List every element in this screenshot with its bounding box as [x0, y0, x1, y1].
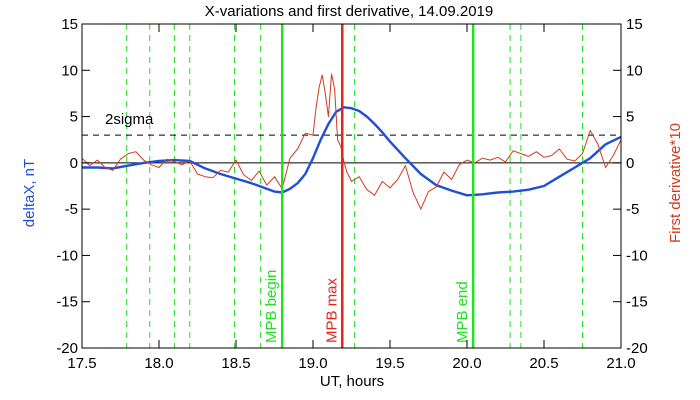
x-tick-label: 18.0	[144, 355, 173, 372]
marker-label: MPB end	[454, 281, 471, 343]
series-line-derivative	[81, 73, 622, 210]
x-tick-label: 19.0	[298, 355, 327, 372]
y-tick-label-right: -5	[626, 201, 639, 218]
plot-frame	[81, 23, 622, 349]
y-axis-label-left: deltaX, nT	[21, 159, 38, 227]
y-axis-label-right: First derivative*10	[667, 123, 684, 243]
y-tick-label-left: 0	[70, 155, 78, 172]
chart-title: X-variations and first derivative, 14.09…	[205, 3, 494, 20]
y-tick-label-right: 10	[626, 62, 643, 79]
x-tick-label: 20.5	[529, 355, 558, 372]
y-tick-label-right: 0	[626, 155, 634, 172]
y-tick-label-right: -10	[626, 247, 648, 264]
x-tick-label: 20.0	[452, 355, 481, 372]
x-axis-label: UT, hours	[320, 373, 384, 390]
x-tick-label: 18.5	[221, 355, 250, 372]
y-tick-label-right: 5	[626, 109, 634, 126]
y-tick-label-left: -20	[56, 340, 78, 357]
y-tick-label-left: 5	[70, 109, 78, 126]
marker-label: MPB begin	[263, 270, 280, 343]
y-tick-label-right: -15	[626, 294, 648, 311]
y-tick-label-left: -10	[56, 247, 78, 264]
y-tick-label-left: 15	[61, 16, 78, 33]
marker-label: MPB max	[323, 277, 340, 343]
y-tick-label-right: 15	[626, 16, 643, 33]
series-line-deltax	[82, 106, 622, 197]
x-tick-label: 19.5	[375, 355, 404, 372]
y-tick-label-right: -20	[626, 340, 648, 357]
x-tick-label: 21.0	[606, 355, 635, 372]
y-tick-label-left: -5	[65, 201, 78, 218]
x-tick-label: 17.5	[67, 355, 96, 372]
y-tick-label-left: 10	[61, 62, 78, 79]
threshold-label: 2sigma	[105, 111, 154, 128]
y-tick-label-left: -15	[56, 294, 78, 311]
